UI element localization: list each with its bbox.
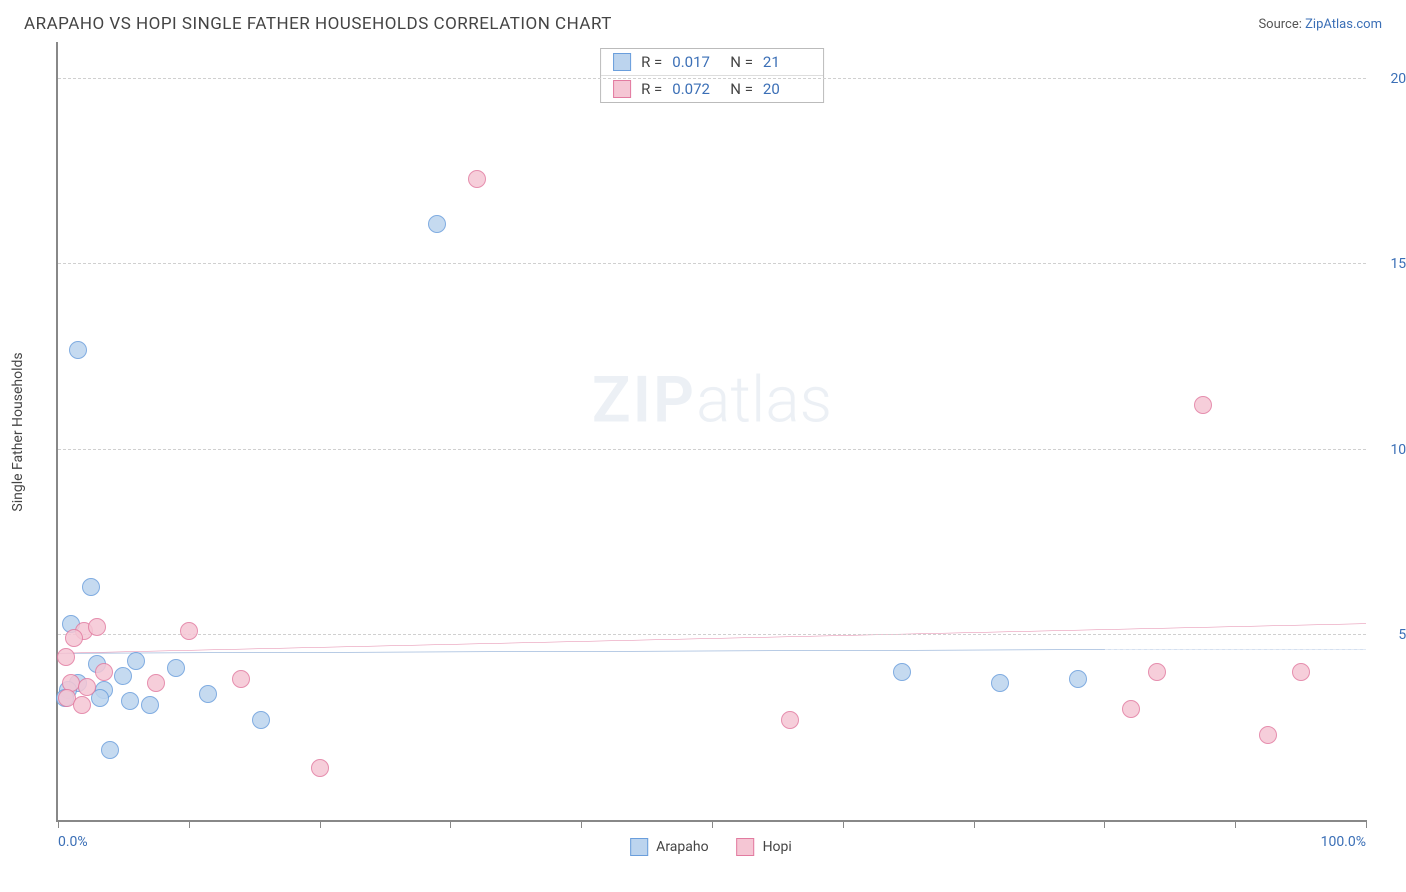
scatter-point bbox=[180, 622, 198, 640]
legend-label: Hopi bbox=[763, 839, 792, 855]
source-link[interactable]: ZipAtlas.com bbox=[1305, 17, 1382, 32]
stat-r-value: 0.017 bbox=[672, 53, 720, 71]
y-tick-label: 10.0% bbox=[1372, 442, 1406, 458]
x-tick bbox=[1235, 820, 1236, 828]
gridline bbox=[58, 449, 1366, 450]
y-tick-label: 5.0% bbox=[1372, 627, 1406, 643]
y-tick-label: 15.0% bbox=[1372, 256, 1406, 272]
scatter-point bbox=[69, 341, 87, 359]
stat-n-value: 21 bbox=[763, 53, 811, 71]
scatter-point bbox=[82, 578, 100, 596]
watermark: ZIPatlas bbox=[592, 362, 832, 437]
gridline bbox=[58, 634, 1366, 635]
scatter-point bbox=[1122, 700, 1140, 718]
scatter-point bbox=[57, 648, 75, 666]
legend-swatch bbox=[737, 838, 755, 856]
scatter-point bbox=[311, 759, 329, 777]
scatter-point bbox=[78, 678, 96, 696]
x-tick bbox=[974, 820, 975, 828]
scatter-point bbox=[167, 659, 185, 677]
chart-header: ARAPAHO VS HOPI SINGLE FATHER HOUSEHOLDS… bbox=[0, 0, 1406, 42]
scatter-point bbox=[252, 711, 270, 729]
scatter-point bbox=[127, 652, 145, 670]
x-tick bbox=[712, 820, 713, 828]
scatter-point bbox=[88, 618, 106, 636]
chart-area: Single Father Households ZIPatlas R =0.0… bbox=[56, 42, 1366, 822]
series-swatch bbox=[613, 53, 631, 71]
stat-n-label: N = bbox=[730, 53, 753, 71]
trend-line bbox=[58, 650, 1104, 654]
x-tick bbox=[58, 820, 59, 828]
legend-swatch bbox=[630, 838, 648, 856]
x-tick bbox=[320, 820, 321, 828]
chart-title: ARAPAHO VS HOPI SINGLE FATHER HOUSEHOLDS… bbox=[24, 14, 612, 34]
scatter-point bbox=[114, 667, 132, 685]
scatter-point bbox=[893, 663, 911, 681]
scatter-point bbox=[141, 696, 159, 714]
scatter-point bbox=[1259, 726, 1277, 744]
stat-r-value: 0.072 bbox=[672, 80, 720, 98]
y-tick-label: 20.0% bbox=[1372, 71, 1406, 87]
stat-r-label: R = bbox=[641, 80, 662, 98]
scatter-point bbox=[199, 685, 217, 703]
x-tick bbox=[1104, 820, 1105, 828]
scatter-point bbox=[468, 170, 486, 188]
scatter-point bbox=[991, 674, 1009, 692]
stat-r-label: R = bbox=[641, 53, 662, 71]
scatter-point bbox=[428, 215, 446, 233]
scatter-point bbox=[101, 741, 119, 759]
gridline bbox=[58, 263, 1366, 264]
scatter-point bbox=[1194, 396, 1212, 414]
legend: Arapaho Hopi bbox=[630, 838, 792, 856]
x-tick bbox=[843, 820, 844, 828]
trend-line bbox=[58, 624, 1366, 654]
watermark-light: atlas bbox=[696, 362, 832, 437]
x-tick bbox=[581, 820, 582, 828]
legend-item: Arapaho bbox=[630, 838, 708, 856]
gridline bbox=[58, 78, 1366, 79]
x-tick bbox=[1366, 820, 1367, 828]
stat-n-label: N = bbox=[730, 80, 753, 98]
y-axis-label: Single Father Households bbox=[10, 352, 26, 511]
trendlines-layer bbox=[58, 42, 1366, 820]
scatter-point bbox=[232, 670, 250, 688]
legend-item: Hopi bbox=[737, 838, 792, 856]
correlation-stats-box: R = 0.017 N = 21 R = 0.072 N = 20 bbox=[600, 48, 824, 103]
stat-n-value: 20 bbox=[763, 80, 811, 98]
legend-label: Arapaho bbox=[656, 839, 708, 855]
x-tick-label: 0.0% bbox=[58, 834, 88, 850]
source-label: Source: bbox=[1258, 17, 1301, 32]
scatter-point bbox=[781, 711, 799, 729]
stats-row: R = 0.017 N = 21 bbox=[601, 49, 823, 75]
x-tick bbox=[450, 820, 451, 828]
scatter-point bbox=[95, 663, 113, 681]
scatter-point bbox=[1292, 663, 1310, 681]
plot-region: ZIPatlas R =0.017N =21R =0.072N =20 5.0%… bbox=[56, 42, 1366, 822]
x-tick-label: 100.0% bbox=[1321, 834, 1366, 850]
watermark-bold: ZIP bbox=[592, 362, 696, 437]
scatter-point bbox=[121, 692, 139, 710]
source-attribution: Source: ZipAtlas.com bbox=[1258, 17, 1382, 32]
x-tick bbox=[189, 820, 190, 828]
scatter-point bbox=[65, 629, 83, 647]
scatter-point bbox=[1148, 663, 1166, 681]
scatter-point bbox=[1069, 670, 1087, 688]
scatter-point bbox=[73, 696, 91, 714]
scatter-point bbox=[147, 674, 165, 692]
series-swatch bbox=[613, 80, 631, 98]
